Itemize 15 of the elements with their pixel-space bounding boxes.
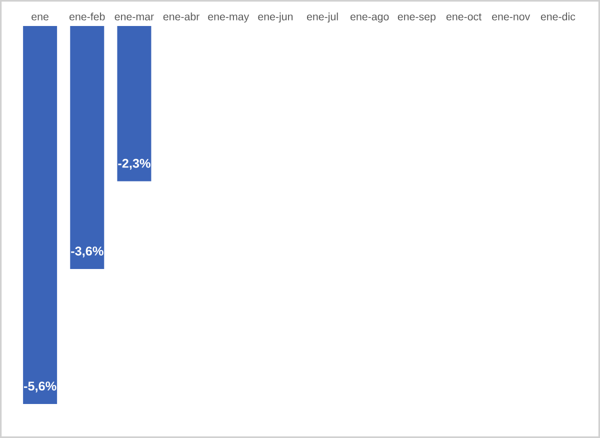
x-tick-label: ene-oct xyxy=(446,13,482,20)
data-label: -2,3% xyxy=(118,158,150,170)
x-tick-label: ene-sep xyxy=(398,14,436,23)
x-tick-label: ene-abr xyxy=(163,12,200,20)
x-tick-label: ene-may xyxy=(208,14,250,23)
x-tick-label: ene-feb xyxy=(70,12,105,20)
x-tick-label: ene-nov xyxy=(492,14,530,20)
x-tick-label: ene-ago xyxy=(350,14,389,23)
x-tick-label: ene-mar xyxy=(114,14,154,20)
x-tick-label: ene-dic xyxy=(540,12,576,20)
data-label: -5,6% xyxy=(24,382,56,392)
x-tick-label: ene-jul xyxy=(306,12,338,23)
data-label: -3,6% xyxy=(71,246,104,258)
x-tick-label: ene-jun xyxy=(258,12,293,23)
x-tick-label: ene xyxy=(32,14,48,20)
